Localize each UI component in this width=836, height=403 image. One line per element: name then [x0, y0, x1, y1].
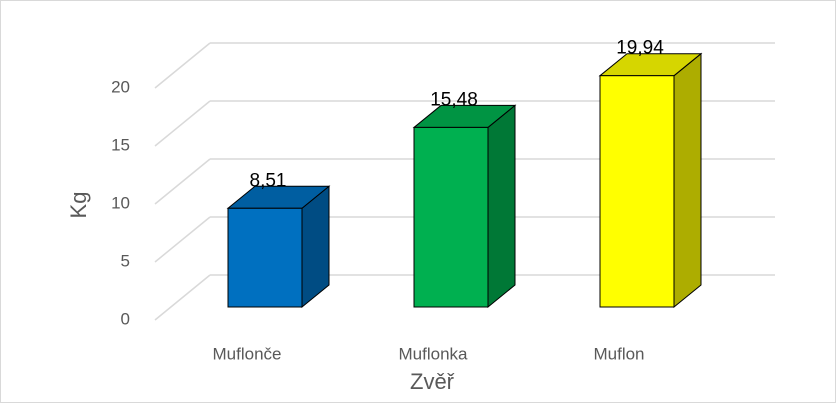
x-tick-label: Muflon	[593, 344, 644, 363]
y-tick-label: 20	[111, 77, 130, 96]
x-tick-label: Muflonče	[213, 344, 282, 363]
data-label: 19,94	[616, 38, 664, 59]
data-label: 15,48	[430, 89, 478, 110]
bar	[413, 126, 489, 308]
x-axis-title: Zvěř	[410, 369, 455, 394]
y-tick-label: 15	[111, 135, 130, 154]
bar	[227, 207, 303, 308]
bar-side	[673, 52, 702, 309]
y-tick-label: 10	[111, 193, 130, 212]
x-tick-label: Muflonka	[399, 344, 469, 363]
grid-line	[154, 42, 211, 89]
grid-line	[154, 158, 211, 205]
bar-side	[487, 104, 516, 309]
bar	[599, 75, 675, 308]
grid-line	[154, 216, 211, 263]
y-tick-label: 0	[121, 309, 130, 328]
grid-line	[154, 274, 211, 321]
grid-line	[154, 100, 211, 147]
y-tick-label: 5	[121, 251, 130, 270]
data-label: 8,51	[250, 170, 287, 191]
y-axis-title: Kg	[66, 192, 91, 219]
